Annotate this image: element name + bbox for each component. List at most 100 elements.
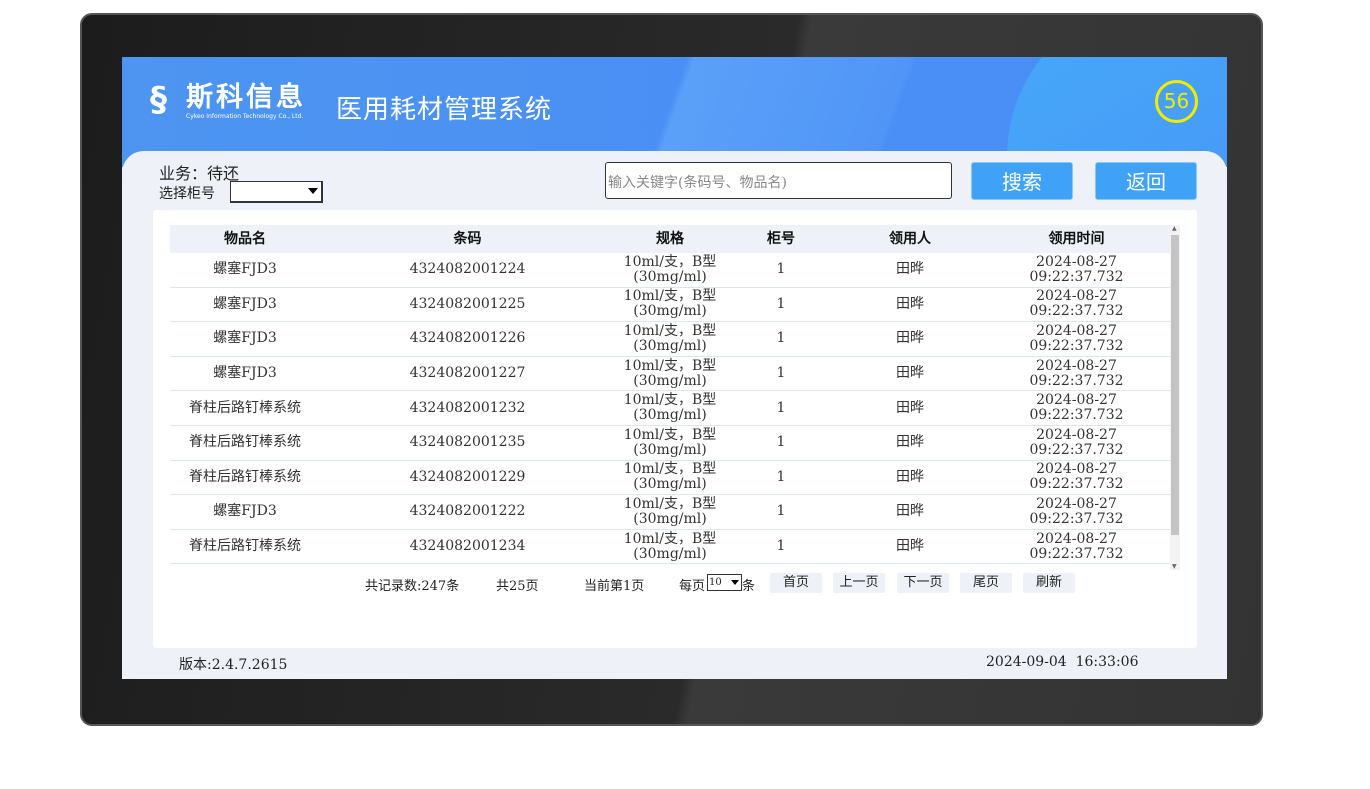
pagination: 共记录数:247条 共25页 当前第1页 每页 10 条 首页 上一页 下一页 … bbox=[153, 573, 1197, 594]
chevron-down-icon bbox=[308, 188, 318, 194]
spec-line1: 10ml/支，B型 bbox=[623, 461, 717, 478]
col-time[interactable]: 领用时间 bbox=[1048, 230, 1105, 247]
cell-cabinet: 1 bbox=[776, 399, 786, 416]
cell-name: 螺塞FJD3 bbox=[213, 295, 277, 312]
cell-person: 田晔 bbox=[896, 468, 924, 485]
cell-spec: 10ml/支，B型 (30mg/ml) bbox=[615, 289, 725, 319]
cell-cabinet: 1 bbox=[776, 261, 786, 278]
cell-time: 2024-08-27 09:22:37.732 bbox=[983, 495, 1170, 527]
spec-line1: 10ml/支，B型 bbox=[623, 495, 717, 512]
time-date: 2024-08-27 bbox=[1036, 461, 1117, 478]
scroll-up-icon[interactable]: ▲ bbox=[1172, 225, 1177, 232]
per-page-value: 10 bbox=[709, 577, 722, 588]
search-button[interactable]: 搜索 bbox=[971, 162, 1073, 200]
cell-name: 螺塞FJD3 bbox=[213, 261, 277, 278]
spec-line2: (30mg/ml) bbox=[633, 510, 707, 527]
cell-spec: 10ml/支，B型 (30mg/ml) bbox=[615, 530, 725, 562]
cell-time: 2024-08-27 09:22:37.732 bbox=[983, 358, 1170, 389]
logo-icon: § bbox=[150, 80, 167, 120]
total-pages: 共25页 bbox=[496, 579, 539, 594]
cell-cabinet: 1 bbox=[776, 468, 786, 485]
cell-barcode: 4324082001224 bbox=[409, 261, 526, 278]
time-clock: 09:22:37.732 bbox=[1029, 303, 1124, 320]
cell-cabinet: 1 bbox=[776, 434, 786, 451]
table-row[interactable]: 脊柱后路钉棒系统 4324082001229 10ml/支，B型 (30mg/ml) 1… bbox=[170, 461, 1170, 496]
cell-barcode: 4324082001227 bbox=[409, 365, 526, 382]
spec-line1: 10ml/支，B型 bbox=[623, 530, 717, 547]
screen: § 斯科信息 Cykeo Information Technology Co.,… bbox=[122, 57, 1227, 679]
cell-person: 田晔 bbox=[896, 538, 924, 555]
col-cabinet[interactable]: 柜号 bbox=[767, 230, 795, 247]
col-barcode[interactable]: 条码 bbox=[453, 230, 482, 247]
col-name[interactable]: 物品名 bbox=[224, 230, 266, 247]
current-page: 当前第1页 bbox=[584, 579, 645, 594]
header-decoration bbox=[392, 57, 1092, 167]
table-row[interactable]: 螺塞FJD3 4324082001226 10ml/支，B型 (30mg/ml) 1 田晔… bbox=[170, 322, 1170, 357]
table-row[interactable]: 脊柱后路钉棒系统 4324082001235 10ml/支，B型 (30mg/ml) 1… bbox=[170, 426, 1170, 461]
col-person[interactable]: 领用人 bbox=[889, 230, 931, 247]
cell-person: 田晔 bbox=[896, 503, 924, 520]
cell-time: 2024-08-27 09:22:37.732 bbox=[983, 323, 1170, 354]
back-button[interactable]: 返回 bbox=[1095, 162, 1197, 200]
cell-name: 螺塞FJD3 bbox=[213, 330, 277, 347]
cell-cabinet: 1 bbox=[776, 365, 786, 382]
time-clock: 09:22:37.732 bbox=[1029, 268, 1124, 285]
spec-line2: (30mg/ml) bbox=[633, 268, 707, 285]
cell-spec: 10ml/支，B型 (30mg/ml) bbox=[615, 323, 725, 354]
cabinet-select[interactable] bbox=[230, 181, 323, 203]
refresh-button[interactable]: 刷新 bbox=[1023, 573, 1075, 593]
table-row[interactable]: 螺塞FJD3 4324082001227 10ml/支，B型 (30mg/ml) 1 田晔… bbox=[170, 357, 1170, 392]
spec-line2: (30mg/ml) bbox=[633, 545, 707, 562]
table-row[interactable]: 螺塞FJD3 4324082001222 10ml/支，B型 (30mg/ml) 1 田晔… bbox=[170, 495, 1170, 530]
table-row[interactable]: 脊柱后路钉棒系统 4324082001234 10ml/支，B型 (30mg/ml) 1… bbox=[170, 530, 1170, 565]
cell-time: 2024-08-27 09:22:37.732 bbox=[983, 462, 1170, 492]
time-date: 2024-08-27 bbox=[1036, 530, 1117, 547]
cell-barcode: 4324082001234 bbox=[409, 538, 526, 555]
per-page-select[interactable]: 10 bbox=[707, 574, 742, 591]
time-clock: 09:22:37.732 bbox=[1029, 407, 1124, 424]
prev-page-button[interactable]: 上一页 bbox=[833, 573, 885, 593]
app-title: 医用耗材管理系统 bbox=[336, 95, 553, 125]
cell-spec: 10ml/支，B型 (30mg/ml) bbox=[615, 427, 725, 458]
table-row[interactable]: 脊柱后路钉棒系统 4324082001232 10ml/支，B型 (30mg/ml) 1… bbox=[170, 391, 1170, 426]
table-row[interactable]: 10ml/支，B型2024-08-27 bbox=[170, 564, 1170, 565]
cell-cabinet: 1 bbox=[776, 330, 786, 347]
per-page-prefix: 每页 bbox=[679, 579, 706, 594]
cell-time: 2024-08-27 09:22:37.732 bbox=[983, 254, 1170, 285]
cell-name: 脊柱后路钉棒系统 bbox=[189, 538, 301, 555]
business-label: 业务：待还 bbox=[159, 164, 240, 183]
cell-time: 2024-08-27 09:22:37.732 bbox=[983, 393, 1170, 423]
time-date: 2024-08-27 bbox=[1036, 495, 1117, 512]
cell-spec: 10ml/支，B型 (30mg/ml) bbox=[615, 495, 725, 527]
header: § 斯科信息 Cykeo Information Technology Co.,… bbox=[122, 57, 1227, 167]
datetime-label: 2024-09-04 16:33:06 bbox=[986, 654, 1139, 670]
spec-line2: (30mg/ml) bbox=[633, 407, 707, 424]
table-row[interactable]: 螺塞FJD3 4324082001224 10ml/支，B型 (30mg/ml) 1 田晔… bbox=[170, 253, 1170, 288]
table-row[interactable]: 螺塞FJD3 4324082001225 10ml/支，B型 (30mg/ml) 1 田晔… bbox=[170, 288, 1170, 323]
cell-name: 螺塞FJD3 bbox=[213, 503, 277, 520]
col-spec[interactable]: 规格 bbox=[656, 230, 684, 247]
time-date: 2024-08-27 bbox=[1036, 288, 1117, 305]
cell-name: 螺塞FJD3 bbox=[213, 365, 277, 382]
time-clock: 09:22:37.732 bbox=[1029, 476, 1124, 493]
cell-spec: 10ml/支，B型 (30mg/ml) bbox=[615, 254, 725, 285]
table-header: 物品名 条码 规格 柜号 领用人 领用时间 bbox=[170, 225, 1170, 253]
cell-person: 田晔 bbox=[896, 295, 924, 312]
cell-person: 田晔 bbox=[896, 434, 924, 451]
spec-line2: (30mg/ml) bbox=[633, 441, 707, 458]
cell-barcode: 4324082001226 bbox=[409, 330, 526, 347]
last-page-button[interactable]: 尾页 bbox=[960, 573, 1012, 593]
total-records: 共记录数:247条 bbox=[365, 579, 460, 594]
table-scrollbar[interactable]: ▲ ▼ bbox=[1170, 225, 1180, 570]
cabinet-label: 选择柜号 bbox=[159, 186, 215, 202]
cell-person: 田晔 bbox=[896, 399, 924, 416]
cell-cabinet: 1 bbox=[776, 503, 786, 520]
spec-line2: (30mg/ml) bbox=[633, 303, 707, 320]
first-page-button[interactable]: 首页 bbox=[770, 573, 822, 593]
scroll-down-icon[interactable]: ▼ bbox=[1172, 563, 1177, 570]
scroll-thumb[interactable] bbox=[1171, 235, 1179, 535]
next-page-button[interactable]: 下一页 bbox=[897, 573, 949, 593]
cell-spec: 10ml/支，B型 (30mg/ml) bbox=[615, 358, 725, 389]
search-input[interactable]: 输入关键字(条码号、物品名) bbox=[605, 162, 952, 199]
version-label: 版本:2.4.7.2615 bbox=[179, 657, 288, 673]
